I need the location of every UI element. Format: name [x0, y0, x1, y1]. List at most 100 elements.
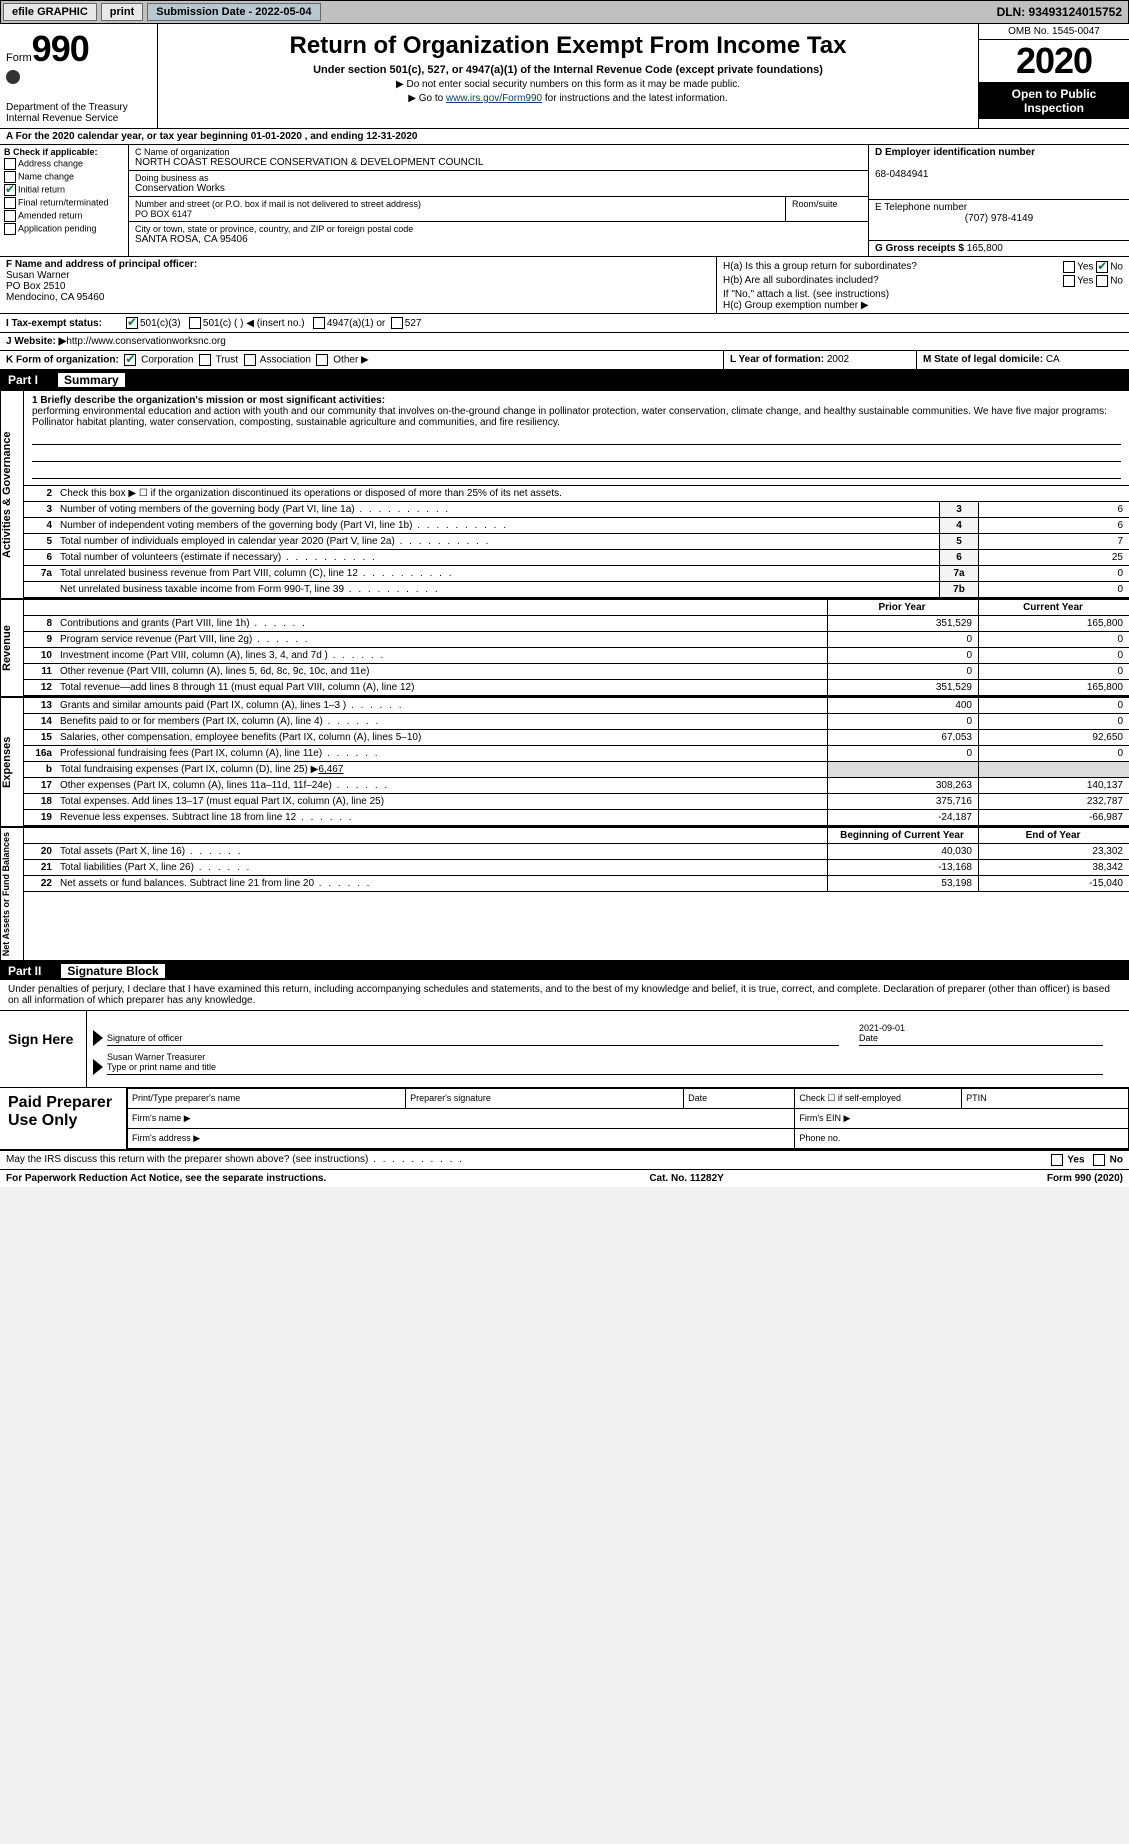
- governance-table: 2Check this box ▶ ☐ if the organization …: [24, 486, 1129, 598]
- blank-line: [32, 464, 1121, 479]
- pra-notice: For Paperwork Reduction Act Notice, see …: [6, 1173, 326, 1184]
- governance-content: 1 Briefly describe the organization's mi…: [24, 391, 1129, 598]
- note-link: ▶ Go to www.irs.gov/Form990 for instruct…: [168, 93, 968, 104]
- blank-line: [32, 430, 1121, 445]
- street-label: Number and street (or P.O. box if mail i…: [135, 199, 779, 209]
- line-6: 6Total number of volunteers (estimate if…: [24, 550, 1129, 566]
- arrow-icon: [93, 1059, 103, 1075]
- table-row: 19Revenue less expenses. Subtract line 1…: [24, 810, 1129, 826]
- arrow-icon: [93, 1030, 103, 1046]
- website-row: J Website: ▶ http://www.conservationwork…: [0, 333, 1129, 351]
- j-label: J Website: ▶: [6, 336, 66, 347]
- state-domicile: M State of legal domicile: CA: [917, 351, 1129, 369]
- section-b-checkboxes: B Check if applicable: Address change Na…: [0, 145, 129, 256]
- form-label: Form: [6, 52, 32, 64]
- paid-preparer-block: Paid Preparer Use Only Print/Type prepar…: [0, 1088, 1129, 1151]
- cb-corporation[interactable]: [124, 354, 136, 366]
- firm-ein-label: Firm's EIN ▶: [795, 1109, 1129, 1129]
- org-name-label: C Name of organization: [135, 147, 862, 157]
- street-row: Number and street (or P.O. box if mail i…: [129, 197, 868, 222]
- officer-addr2: Mendocino, CA 95460: [6, 292, 104, 303]
- cb-application-pending[interactable]: [4, 223, 16, 235]
- cb-501c3[interactable]: [126, 317, 138, 329]
- note-ssn: ▶ Do not enter social security numbers o…: [168, 79, 968, 90]
- omb-number: OMB No. 1545-0047: [979, 24, 1129, 40]
- cb-trust[interactable]: [199, 354, 211, 366]
- table-row: 9Program service revenue (Part VIII, lin…: [24, 632, 1129, 648]
- cb-4947[interactable]: [313, 317, 325, 329]
- ptin-label: PTIN: [962, 1089, 1129, 1109]
- blank-line: [32, 447, 1121, 462]
- officer-signature-field[interactable]: Signature of officer: [107, 1033, 839, 1046]
- cb-amended[interactable]: [4, 210, 16, 222]
- header-title-block: Return of Organization Exempt From Incom…: [158, 24, 978, 128]
- cb-527[interactable]: [391, 317, 403, 329]
- officer-addr1: PO Box 2510: [6, 281, 65, 292]
- expenses-table: 13Grants and similar amounts paid (Part …: [24, 698, 1129, 826]
- discuss-no[interactable]: [1093, 1154, 1105, 1166]
- print-button[interactable]: print: [101, 3, 143, 21]
- hb-yes[interactable]: [1063, 275, 1075, 287]
- cb-address-change[interactable]: [4, 158, 16, 170]
- part-2-header: Part II Signature Block: [0, 962, 1129, 980]
- sign-here-block: Sign Here Signature of officer 2021-09-0…: [0, 1011, 1129, 1088]
- ha-no[interactable]: [1096, 261, 1108, 273]
- org-name-block: C Name of organization NORTH COAST RESOU…: [129, 145, 868, 171]
- hc-line: H(c) Group exemption number ▶: [723, 300, 1123, 311]
- principal-officer-block: F Name and address of principal officer:…: [0, 257, 717, 313]
- net-assets-content: Beginning of Current YearEnd of Year 20T…: [24, 828, 1129, 960]
- cb-association[interactable]: [244, 354, 256, 366]
- line-16b: bTotal fundraising expenses (Part IX, co…: [24, 762, 1129, 778]
- irs-link[interactable]: www.irs.gov/Form990: [446, 93, 542, 104]
- officer-name-field: Susan Warner Treasurer Type or print nam…: [107, 1052, 1103, 1075]
- irs-logo-icon: [6, 70, 20, 84]
- cb-final-return[interactable]: [4, 197, 16, 209]
- dept-treasury: Department of the Treasury Internal Reve…: [6, 102, 151, 124]
- net-assets-section: Net Assets or Fund Balances Beginning of…: [0, 826, 1129, 962]
- city-value: SANTA ROSA, CA 95406: [135, 234, 862, 245]
- header-right-block: OMB No. 1545-0047 2020 Open to Public In…: [978, 24, 1129, 128]
- sign-date-field: 2021-09-01 Date: [859, 1023, 1103, 1046]
- k-label: K Form of organization:: [6, 355, 119, 366]
- discuss-yes[interactable]: [1051, 1154, 1063, 1166]
- tel-block: E Telephone number (707) 978-4149: [869, 200, 1129, 241]
- year-formation: L Year of formation: 2002: [724, 351, 917, 369]
- sign-fields: Signature of officer 2021-09-01 Date Sus…: [87, 1011, 1129, 1087]
- hb-no[interactable]: [1096, 275, 1108, 287]
- form-number-big: 990: [32, 28, 89, 69]
- section-d-right: D Employer identification number 68-0484…: [868, 145, 1129, 256]
- ein-block: D Employer identification number 68-0484…: [869, 145, 1129, 200]
- klm-row: K Form of organization: Corporation Trus…: [0, 351, 1129, 371]
- line-4: 4Number of independent voting members of…: [24, 518, 1129, 534]
- revenue-header-row: Prior YearCurrent Year: [24, 600, 1129, 616]
- tel-label: E Telephone number: [875, 202, 967, 213]
- website-url: http://www.conservationworksnc.org: [66, 336, 226, 347]
- discuss-label: May the IRS discuss this return with the…: [6, 1154, 464, 1166]
- form-header: Form990 Department of the Treasury Inter…: [0, 24, 1129, 129]
- vtab-governance: Activities & Governance: [0, 391, 24, 598]
- preparer-row-3: Firm's address ▶ Phone no.: [128, 1129, 1129, 1149]
- line-7b: Net unrelated business taxable income fr…: [24, 582, 1129, 598]
- cb-other[interactable]: [316, 354, 328, 366]
- mission-block: 1 Briefly describe the organization's mi…: [24, 391, 1129, 486]
- i-label: I Tax-exempt status:: [6, 318, 126, 329]
- table-row: 22Net assets or fund balances. Subtract …: [24, 876, 1129, 892]
- gross-label: G Gross receipts $: [875, 243, 964, 254]
- part-2-num: Part II: [8, 964, 61, 978]
- line-5: 5Total number of individuals employed in…: [24, 534, 1129, 550]
- cb-initial-return[interactable]: [4, 184, 16, 196]
- org-name: NORTH COAST RESOURCE CONSERVATION & DEVE…: [135, 157, 862, 168]
- open-to-public: Open to Public Inspection: [979, 83, 1129, 119]
- submission-date: Submission Date - 2022-05-04: [147, 3, 320, 21]
- activities-governance-section: Activities & Governance 1 Briefly descri…: [0, 389, 1129, 598]
- irs-discuss-row: May the IRS discuss this return with the…: [0, 1151, 1129, 1170]
- cb-501c[interactable]: [189, 317, 201, 329]
- dba-label: Doing business as: [135, 173, 862, 183]
- line-2: 2Check this box ▶ ☐ if the organization …: [24, 486, 1129, 502]
- gross-value: 165,800: [967, 243, 1003, 254]
- part-2-title: Signature Block: [61, 964, 164, 978]
- ha-yes[interactable]: [1063, 261, 1075, 273]
- table-row: 16aProfessional fundraising fees (Part I…: [24, 746, 1129, 762]
- city-block: City or town, state or province, country…: [129, 222, 868, 247]
- form-number: Form990: [6, 28, 151, 70]
